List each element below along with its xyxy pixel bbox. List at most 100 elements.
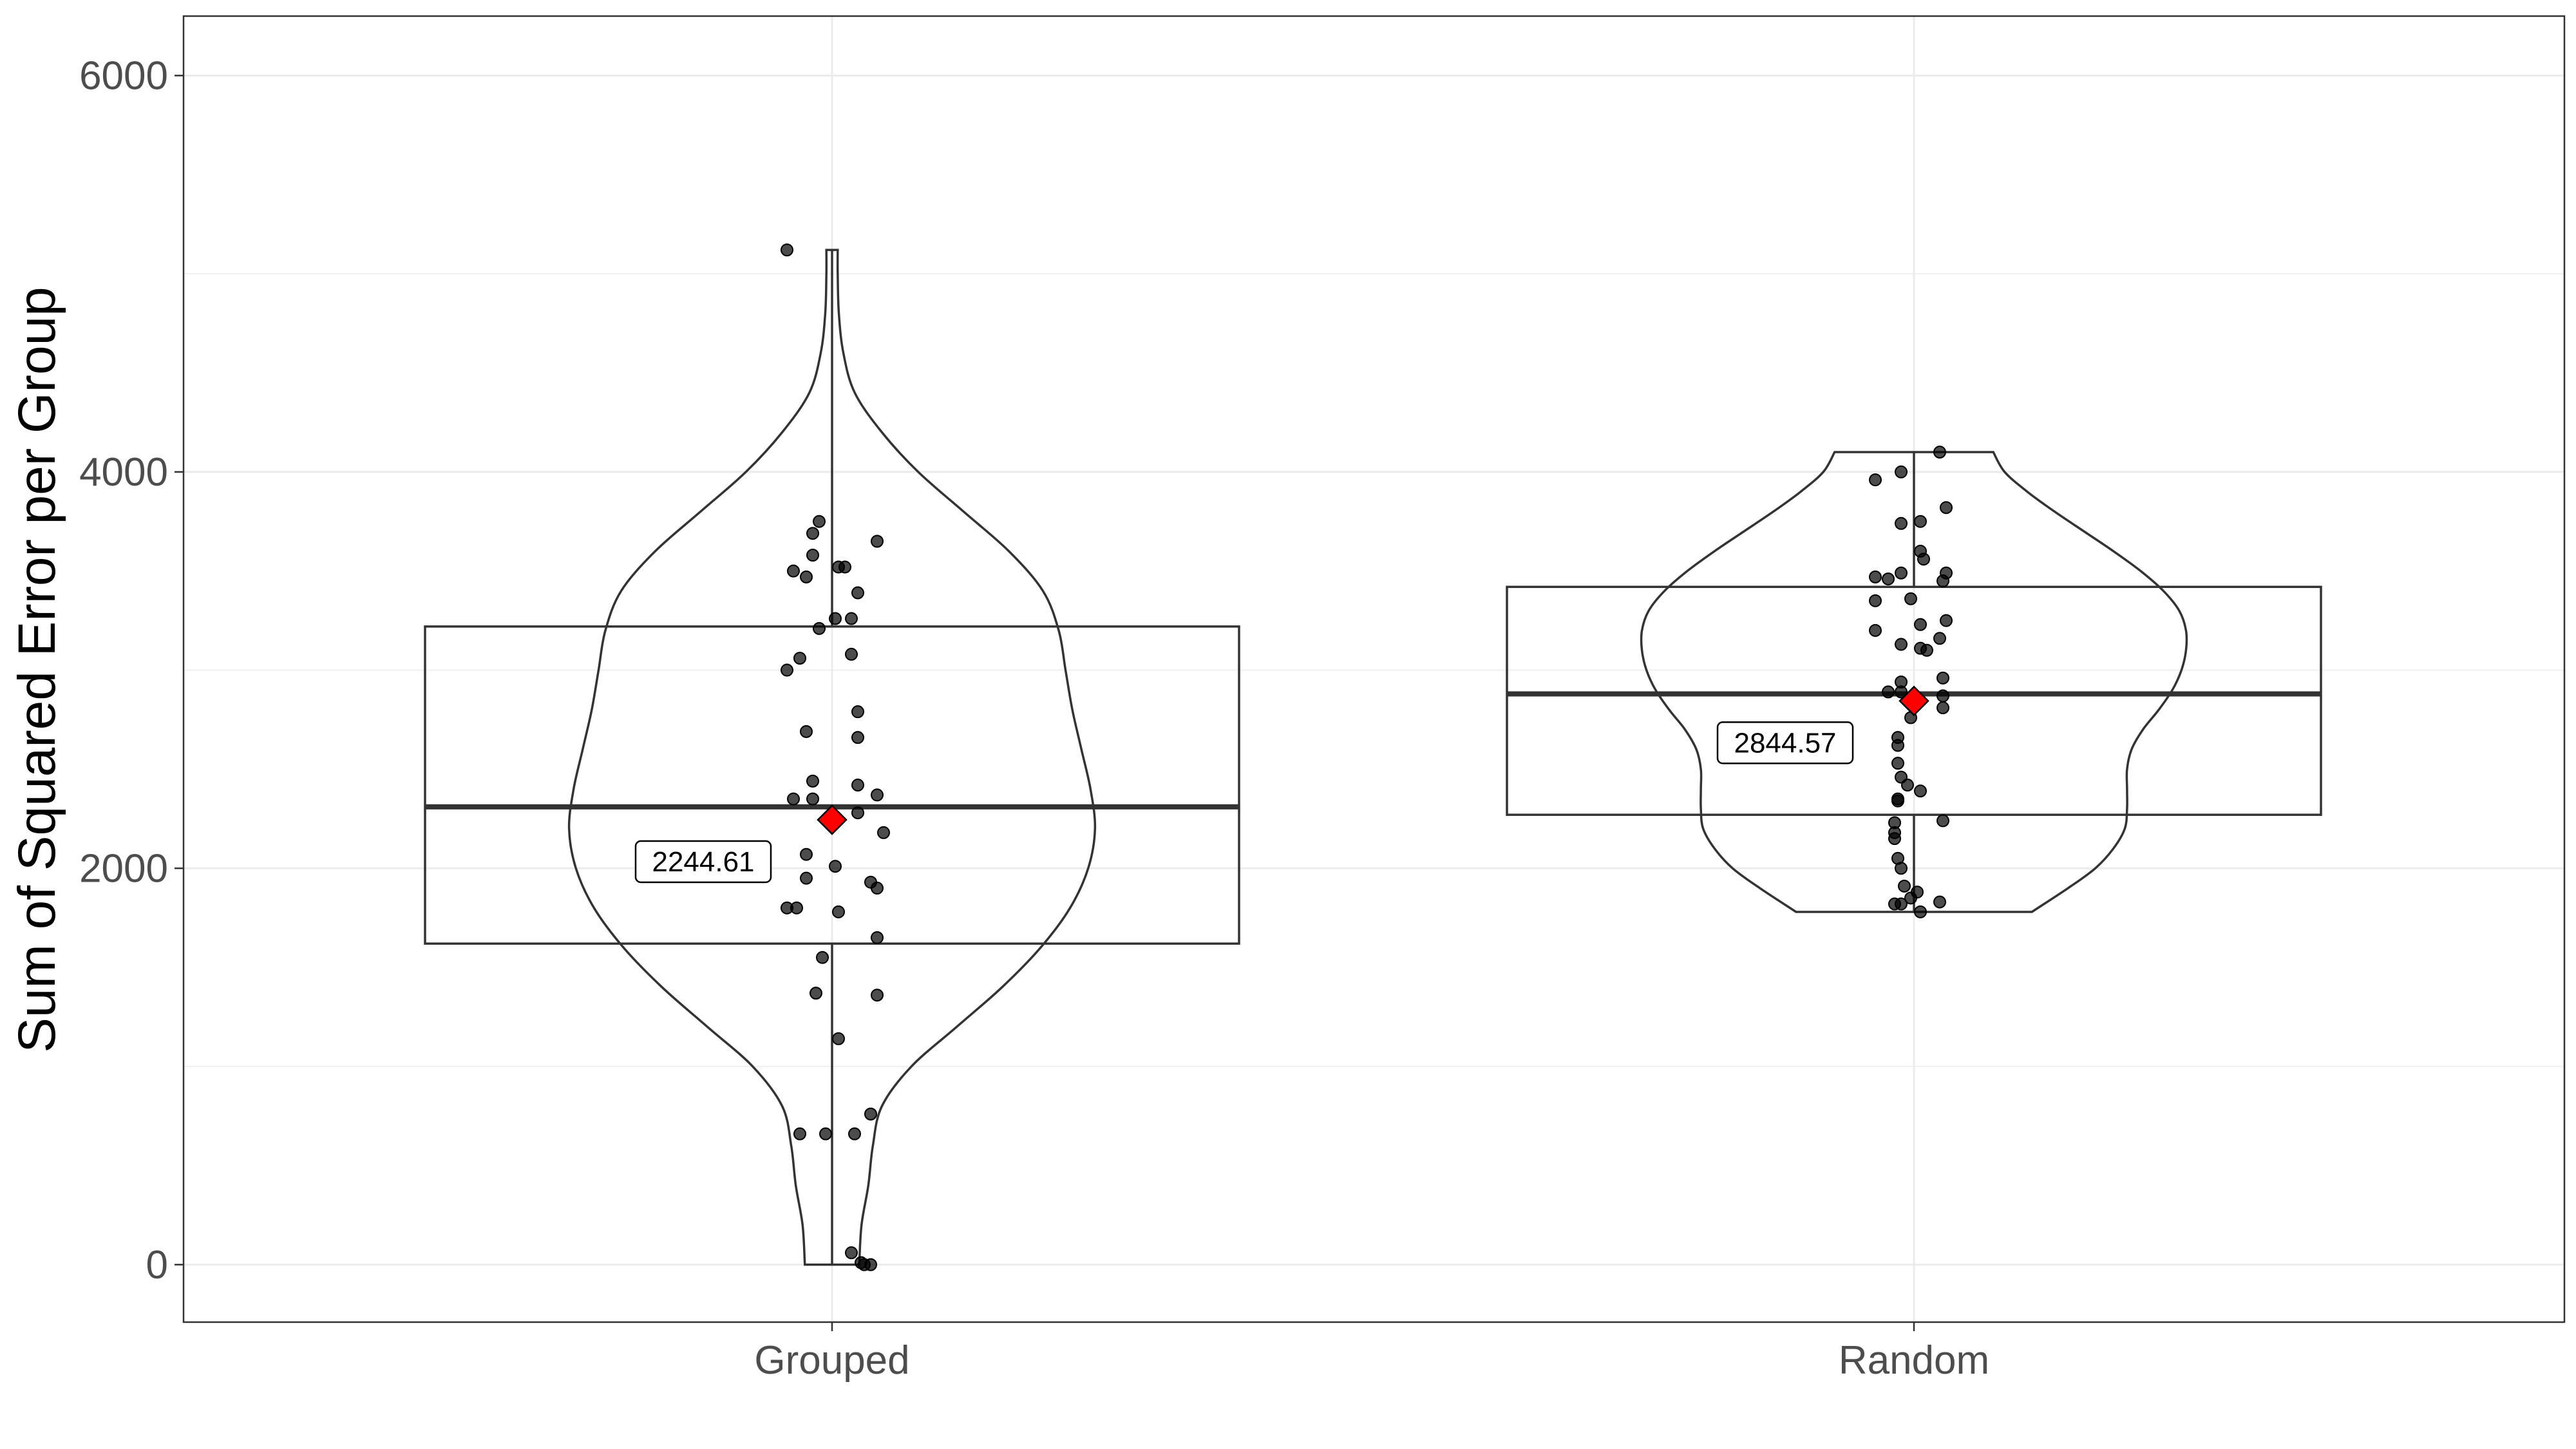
data-point-random <box>1869 473 1882 487</box>
y-axis-title: Sum of Squared Error per Group <box>8 287 66 1053</box>
data-point-random <box>1914 618 1927 631</box>
data-point-grouped <box>800 570 813 583</box>
data-point-grouped <box>838 560 851 574</box>
mean-marker-grouped <box>817 804 848 835</box>
mean-label-text: 2244.61 <box>652 846 754 878</box>
data-point-random <box>1904 592 1917 605</box>
axes: 0 2000 4000 6000 Grouped Random <box>79 53 1989 1383</box>
data-point-random <box>1895 566 1908 580</box>
data-point-grouped <box>877 826 890 839</box>
data-point-grouped <box>871 989 884 1002</box>
data-point-random <box>1895 465 1908 478</box>
data-point-grouped <box>848 1127 861 1141</box>
data-point-random <box>1901 779 1914 792</box>
data-point-grouped <box>829 612 842 625</box>
box-random <box>1506 585 2322 816</box>
data-point-grouped <box>793 652 806 665</box>
data-point-grouped <box>829 860 842 873</box>
data-point-grouped <box>845 647 858 661</box>
y-tick-label: 6000 <box>79 53 168 98</box>
mean-label-random: 2844.57 <box>1716 721 1854 764</box>
data-point-grouped <box>806 774 819 788</box>
grid-lines <box>184 16 2564 1322</box>
data-point-random <box>1917 553 1930 566</box>
data-point-random <box>1895 862 1908 875</box>
data-point-random <box>1904 891 1917 905</box>
mean-label-grouped: 2244.61 <box>634 840 772 884</box>
data-point-random <box>1869 623 1882 637</box>
data-point-grouped <box>871 535 884 548</box>
data-point-random <box>1937 671 1949 685</box>
data-point-random <box>1914 784 1927 798</box>
data-point-random <box>1898 879 1911 893</box>
data-point-grouped <box>800 724 813 738</box>
y-tick-label: 2000 <box>79 846 168 891</box>
data-point-grouped <box>790 901 803 914</box>
data-point-grouped <box>816 951 829 964</box>
data-point-grouped <box>851 586 864 600</box>
data-point-random <box>1895 516 1908 530</box>
data-point-random <box>1937 701 1949 715</box>
data-point-random <box>1895 897 1908 911</box>
data-point-random <box>1920 643 1933 657</box>
violin-grouped <box>567 249 1097 1266</box>
data-point-grouped <box>851 779 864 792</box>
data-point-random <box>1914 905 1927 918</box>
data-point-grouped <box>845 612 858 625</box>
data-point-random <box>1937 574 1949 588</box>
data-point-random <box>1869 594 1882 607</box>
data-point-random <box>1895 685 1908 699</box>
data-point-random <box>1895 638 1908 651</box>
jitter-points <box>781 243 1953 1271</box>
data-point-grouped <box>787 564 800 578</box>
data-point-grouped <box>813 621 826 635</box>
data-point-grouped <box>832 905 845 918</box>
box-grouped <box>424 625 1240 945</box>
data-point-grouped <box>845 1246 858 1260</box>
data-point-grouped <box>871 882 884 895</box>
data-point-grouped <box>819 1127 832 1141</box>
data-point-random <box>1891 739 1904 752</box>
y-tick-label: 0 <box>146 1243 168 1287</box>
data-point-grouped <box>793 1127 806 1141</box>
data-point-grouped <box>806 792 819 806</box>
data-point-grouped <box>851 705 864 719</box>
data-point-grouped <box>781 243 793 257</box>
data-point-random <box>1882 685 1895 699</box>
data-point-random <box>1882 572 1895 585</box>
violin-random <box>1640 451 2188 913</box>
data-point-random <box>1933 632 1946 645</box>
mean-marker-random <box>1899 685 1929 717</box>
data-point-grouped <box>851 731 864 744</box>
data-point-grouped <box>781 663 793 677</box>
data-point-random <box>1869 570 1882 583</box>
violins <box>567 249 2188 1266</box>
data-point-random <box>1940 501 1953 515</box>
mean-label-text: 2844.57 <box>1734 727 1836 759</box>
data-point-grouped <box>800 848 813 861</box>
mean-label-box <box>1716 721 1854 764</box>
data-point-grouped <box>864 1107 877 1121</box>
y-tick-label: 4000 <box>79 450 168 495</box>
data-point-grouped <box>806 549 819 562</box>
data-point-random <box>1940 614 1953 627</box>
data-point-random <box>1888 832 1901 846</box>
data-point-grouped <box>858 1258 871 1271</box>
data-point-random <box>1937 814 1949 828</box>
data-point-grouped <box>871 788 884 802</box>
data-point-grouped <box>851 806 864 820</box>
data-point-grouped <box>810 987 822 1000</box>
mean-markers: 2244.61 2844.57 <box>634 685 1929 884</box>
panel-border <box>182 15 2566 1323</box>
data-point-random <box>1891 757 1904 770</box>
data-point-random <box>1937 689 1949 703</box>
data-point-grouped <box>813 515 826 528</box>
x-tick-label: Random <box>1839 1338 1989 1383</box>
data-point-grouped <box>871 931 884 944</box>
data-point-random <box>1933 895 1946 909</box>
x-tick-label: Grouped <box>754 1338 909 1383</box>
data-point-random <box>1891 794 1904 808</box>
data-point-grouped <box>806 527 819 540</box>
